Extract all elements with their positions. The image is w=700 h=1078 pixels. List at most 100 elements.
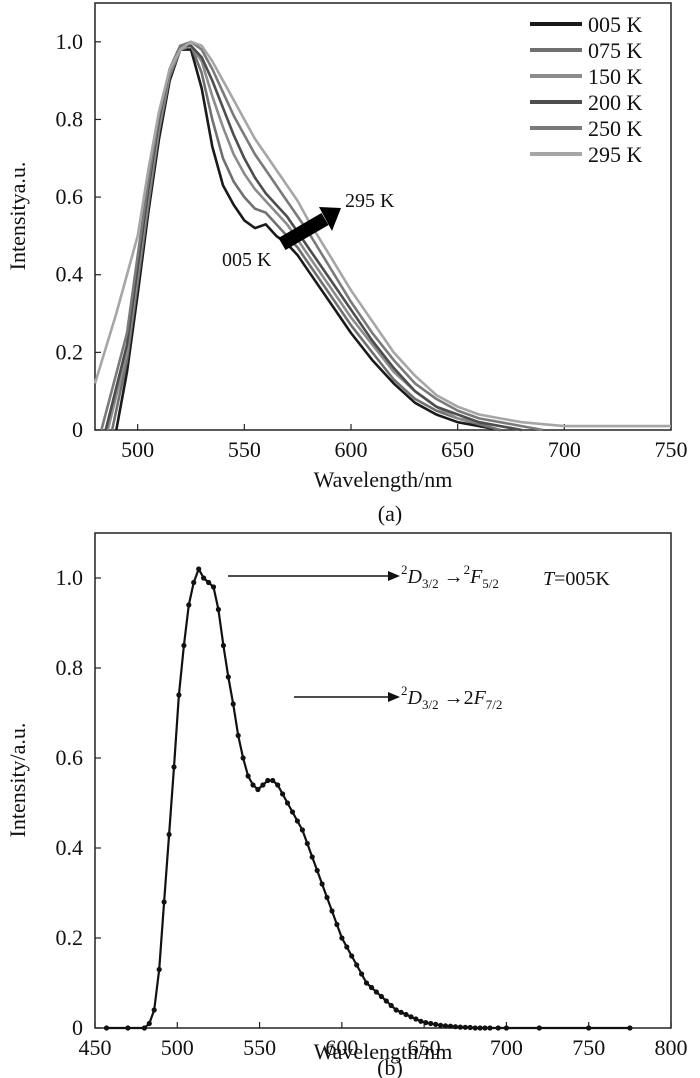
data-point	[472, 1025, 478, 1031]
data-point	[284, 800, 291, 806]
data-point	[359, 971, 365, 977]
series-line-0	[106, 567, 630, 1030]
data-point	[235, 732, 241, 739]
x-tick-label: 650	[408, 1035, 441, 1060]
y-tick-label: 1.0	[56, 565, 84, 590]
panel-a-label: (a)	[378, 501, 402, 526]
data-point	[442, 1023, 449, 1029]
data-point	[240, 755, 246, 761]
series-line-295-k	[93, 40, 671, 428]
legend-label: 150 K	[588, 64, 643, 89]
transition-arrow-1	[228, 571, 400, 581]
data-point	[452, 1024, 458, 1030]
data-point	[428, 1020, 434, 1027]
data-point	[255, 786, 261, 793]
y-tick-label: 0.6	[56, 184, 84, 209]
panel-a-xlabel: Wavelength/nm	[314, 467, 453, 492]
data-point	[166, 831, 172, 838]
data-point	[171, 764, 177, 770]
data-point	[438, 1022, 444, 1028]
legend-label: 005 K	[588, 12, 643, 37]
data-point	[230, 701, 236, 707]
annotation-295k: 295 K	[345, 190, 395, 212]
data-point	[206, 579, 212, 586]
data-point	[462, 1024, 468, 1030]
panel-b-xlabel: Wavelength/nm	[314, 1039, 453, 1064]
x-tick-label: 650	[441, 437, 474, 462]
transition-label-2: 2D3/2 →2F7/2	[401, 683, 502, 712]
x-tick-label: 550	[228, 437, 261, 462]
y-tick-label: 0.4	[56, 262, 84, 287]
data-point	[260, 782, 266, 788]
data-point	[536, 1025, 542, 1031]
data-point	[586, 1025, 592, 1031]
y-tick-label: 0.4	[56, 835, 84, 860]
data-point	[314, 867, 320, 874]
data-point	[363, 980, 370, 986]
data-point	[270, 777, 276, 784]
data-point	[487, 1025, 493, 1031]
data-point	[398, 1009, 404, 1015]
series-line-150-k	[106, 44, 522, 432]
y-tick-label: 0.2	[56, 339, 84, 364]
legend-label: 250 K	[588, 116, 643, 141]
data-point	[503, 1025, 509, 1031]
legend-label: 295 K	[588, 142, 643, 167]
panel-b: 450 500 550 600 650 700 750 800 0 0.2 0.4 0.6 0.8 1.0…	[5, 532, 688, 1078]
data-point	[413, 1016, 419, 1022]
data-point	[319, 881, 325, 887]
panel-a-frame	[94, 2, 672, 431]
y-tick-label: 0.2	[56, 925, 84, 950]
data-point	[186, 602, 192, 608]
data-point	[383, 998, 389, 1004]
data-point	[329, 908, 335, 914]
x-tick-label: 600	[335, 437, 368, 462]
data-point	[181, 642, 187, 649]
data-point	[151, 1007, 157, 1013]
x-tick-label: 600	[325, 1035, 358, 1060]
series-line-005-k	[115, 48, 501, 432]
legend-label: 075 K	[588, 38, 643, 63]
data-point	[299, 827, 305, 833]
y-tick-label: 0	[72, 1015, 83, 1040]
data-point	[373, 989, 379, 995]
data-point	[250, 782, 256, 788]
data-point	[161, 899, 167, 905]
data-point	[334, 921, 340, 928]
data-point	[294, 818, 300, 824]
y-tick-label: 0.8	[56, 106, 84, 131]
data-point	[344, 944, 350, 950]
transition-label-1: 2D3/2 →2F5/2	[401, 562, 499, 591]
data-point	[191, 579, 197, 586]
data-point	[225, 674, 231, 680]
data-point	[265, 777, 271, 784]
y-tick-label: 0.6	[56, 745, 84, 770]
x-tick-label: 500	[161, 1035, 194, 1060]
data-point	[378, 993, 384, 1000]
data-point	[339, 935, 345, 941]
data-point	[447, 1023, 454, 1029]
data-point	[368, 984, 375, 991]
panel-b-frame	[94, 532, 672, 1029]
data-point	[146, 1020, 152, 1027]
data-point	[324, 894, 330, 901]
data-point	[304, 840, 310, 847]
data-point	[309, 854, 315, 860]
x-tick-label: 700	[490, 1035, 523, 1060]
data-point	[495, 1025, 501, 1031]
series-line-200-k	[104, 44, 522, 432]
transition-arrow-2	[294, 692, 400, 702]
data-point	[201, 575, 207, 581]
x-tick-label: 450	[79, 1035, 112, 1060]
legend-label: 200 K	[588, 90, 643, 115]
data-point	[467, 1024, 473, 1031]
data-point	[627, 1025, 633, 1031]
data-point	[433, 1021, 439, 1027]
data-point	[141, 1025, 147, 1031]
data-point	[215, 606, 221, 613]
y-tick-label: 1.0	[56, 29, 84, 54]
series-line-250-k	[100, 40, 544, 432]
panel-b-ylabel: Intensity/a.u.	[5, 723, 30, 838]
